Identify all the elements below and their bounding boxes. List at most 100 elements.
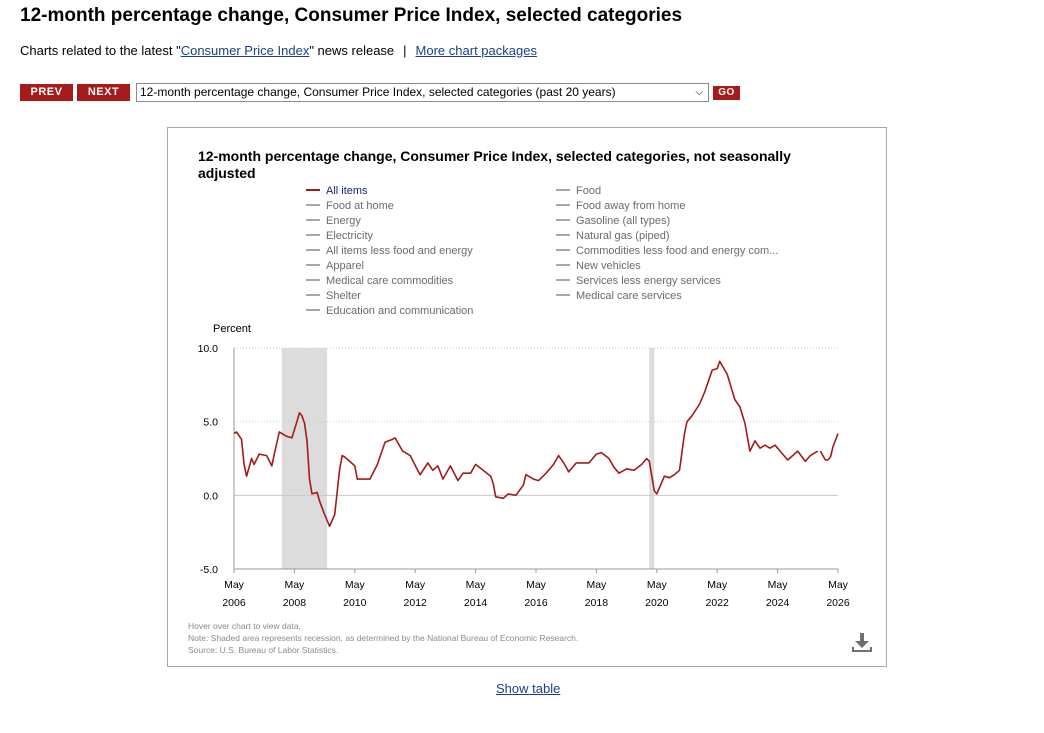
- legend-label: Education and communication: [326, 305, 474, 317]
- x-tick-month: May: [828, 579, 849, 591]
- legend-swatch: [556, 279, 570, 282]
- x-tick-year: 2024: [766, 597, 790, 609]
- x-tick-year: 2010: [343, 597, 367, 609]
- x-tick-year: 2014: [464, 597, 488, 609]
- release-line: Charts related to the latest "Consumer P…: [20, 43, 537, 58]
- y-axis-label: Percent: [213, 323, 251, 335]
- legend-item[interactable]: Food away from home: [556, 199, 685, 213]
- legend-label: All items: [326, 185, 368, 197]
- footnote-hover: Hover over chart to view data.: [188, 621, 301, 631]
- legend-item[interactable]: Commodities less food and energy com...: [556, 244, 778, 258]
- x-tick-year: 2020: [645, 597, 669, 609]
- x-tick-year: 2008: [283, 597, 307, 609]
- series-line-all-items: [233, 360, 819, 528]
- legend-item[interactable]: Education and communication: [306, 304, 473, 318]
- x-tick-year: 2022: [706, 597, 730, 609]
- legend-label: All items less food and energy: [326, 245, 473, 257]
- legend-label: New vehicles: [576, 260, 641, 272]
- legend-item[interactable]: Gasoline (all types): [556, 214, 670, 228]
- legend-swatch: [306, 279, 320, 282]
- legend-item[interactable]: All items: [306, 184, 368, 198]
- prev-button[interactable]: PREV: [20, 84, 73, 101]
- download-icon[interactable]: [851, 630, 873, 654]
- legend-swatch: [306, 219, 320, 222]
- recession-band: [281, 348, 328, 569]
- x-tick-month: May: [284, 579, 305, 591]
- x-tick-year: 2018: [585, 597, 609, 609]
- legend-swatch: [306, 264, 320, 267]
- x-tick-year: 2026: [826, 597, 850, 609]
- legend-swatch: [556, 219, 570, 222]
- legend-label: Electricity: [326, 230, 374, 242]
- legend-item[interactable]: Services less energy services: [556, 274, 721, 288]
- x-tick-year: 2006: [222, 597, 246, 609]
- recession-band: [649, 348, 655, 569]
- legend-label: Shelter: [326, 290, 361, 302]
- legend-label: Food: [576, 185, 602, 197]
- legend-item[interactable]: Energy: [306, 214, 361, 228]
- more-chart-packages-link[interactable]: More chart packages: [415, 43, 537, 58]
- chart-container: 12-month percentage change, Consumer Pri…: [167, 127, 887, 667]
- legend-item[interactable]: Apparel: [306, 259, 364, 273]
- legend-item[interactable]: Food at home: [306, 199, 394, 213]
- y-tick-label: 5.0: [203, 417, 218, 429]
- legend-item[interactable]: Electricity: [306, 229, 373, 243]
- legend-swatch: [306, 249, 320, 252]
- x-tick-year: 2012: [404, 597, 428, 609]
- x-tick-month: May: [707, 579, 728, 591]
- chart-select-value: 12-month percentage change, Consumer Pri…: [140, 85, 616, 99]
- footnote-recession: Note: Shaded area represents recession, …: [188, 633, 579, 643]
- chart-footnotes: Hover over chart to view data. Note: Sha…: [188, 620, 578, 656]
- legend-swatch: [556, 189, 570, 192]
- y-tick-label: 10.0: [198, 343, 219, 355]
- legend-label: Medical care services: [576, 290, 682, 302]
- legend-swatch: [306, 204, 320, 207]
- footnote-source: Source: U.S. Bureau of Labor Statistics.: [188, 645, 339, 655]
- chevron-down-icon: ⌵: [695, 87, 703, 98]
- line-chart[interactable]: 10.0 5.0 0.0 -5.0 Percent May 2006 May 2008 May 20…: [168, 128, 886, 666]
- y-tick-label: -5.0: [200, 564, 218, 576]
- x-tick-year: 2016: [524, 597, 548, 609]
- x-tick-month: May: [345, 579, 366, 591]
- x-tick-month: May: [405, 579, 426, 591]
- legend-label: Apparel: [326, 260, 364, 272]
- legend-item[interactable]: Medical care commodities: [306, 274, 453, 288]
- legend-swatch: [306, 309, 320, 312]
- cpi-release-link[interactable]: Consumer Price Index: [180, 43, 310, 58]
- legend-swatch: [556, 249, 570, 252]
- legend-item[interactable]: Shelter: [306, 289, 361, 303]
- x-tick-month: May: [526, 579, 547, 591]
- legend-label: Food away from home: [576, 200, 686, 212]
- chart-title: 12-month percentage change, Consumer Pri…: [198, 148, 791, 181]
- legend-item[interactable]: Food: [556, 184, 601, 198]
- legend-swatch: [556, 204, 570, 207]
- legend-swatch: [306, 234, 320, 237]
- legend-item[interactable]: New vehicles: [556, 259, 641, 273]
- release-prefix: Charts related to the latest ": [20, 43, 181, 58]
- legend-swatch: [306, 189, 320, 192]
- legend-item[interactable]: Natural gas (piped): [556, 229, 670, 243]
- legend-item[interactable]: Medical care services: [556, 289, 682, 303]
- x-tick-month: May: [466, 579, 487, 591]
- go-button[interactable]: GO: [713, 86, 740, 100]
- legend-label: Gasoline (all types): [576, 215, 671, 227]
- x-tick-month: May: [647, 579, 668, 591]
- legend-label: Food at home: [326, 200, 394, 212]
- legend-item[interactable]: All items less food and energy: [306, 244, 473, 258]
- next-button[interactable]: NEXT: [77, 84, 130, 101]
- legend-swatch: [556, 294, 570, 297]
- chart-select[interactable]: 12-month percentage change, Consumer Pri…: [136, 83, 709, 102]
- legend-swatch: [556, 264, 570, 267]
- legend-label: Natural gas (piped): [576, 230, 670, 242]
- show-table-link[interactable]: Show table: [496, 681, 561, 696]
- x-tick-month: May: [224, 579, 245, 591]
- x-tick-month: May: [586, 579, 607, 591]
- page-title: 12-month percentage change, Consumer Pri…: [20, 5, 683, 26]
- series-line-all-items: [819, 433, 839, 461]
- legend-swatch: [556, 234, 570, 237]
- legend-label: Energy: [326, 215, 361, 227]
- legend-label: Services less energy services: [576, 275, 721, 287]
- release-suffix: " news release: [309, 43, 395, 58]
- separator: |: [403, 43, 407, 58]
- legend-label: Commodities less food and energy com...: [576, 245, 779, 257]
